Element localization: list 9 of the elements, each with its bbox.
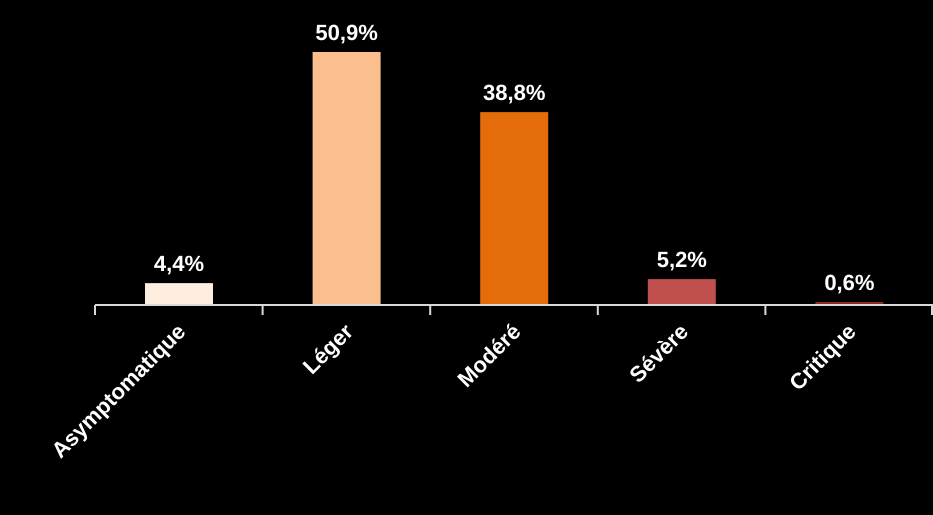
bar (312, 52, 381, 305)
data-label: 38,8% (483, 80, 546, 106)
bar (648, 279, 716, 305)
data-label: 4,4% (154, 251, 204, 276)
data-label: 50,9% (315, 20, 378, 45)
data-label: 5,2% (656, 247, 707, 272)
bar (145, 283, 213, 305)
bar (480, 112, 548, 305)
data-label: 0,6% (824, 270, 874, 296)
